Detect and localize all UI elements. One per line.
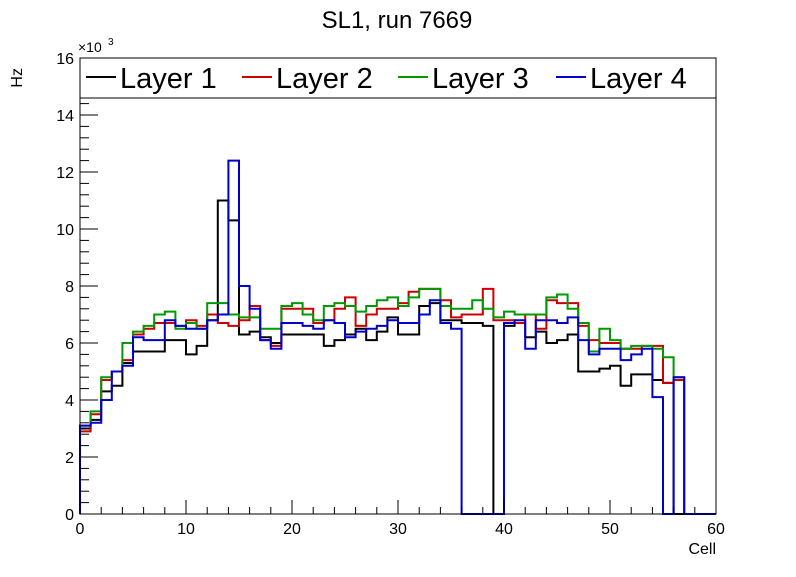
y-tick-label: 0 (65, 507, 74, 524)
y-tick-label: 16 (56, 51, 74, 68)
x-tick-label: 10 (177, 521, 195, 538)
plot-frame (79, 57, 717, 515)
legend-label-3: Layer 3 (432, 63, 529, 95)
series-line-4 (79, 159, 716, 515)
y-axis-multiplier-base: ×10 (78, 39, 102, 55)
series-line-3 (79, 287, 716, 515)
x-tick-label: 50 (601, 521, 619, 538)
legend-label-4: Layer 4 (590, 63, 687, 95)
chart-title: SL1, run 7669 (322, 7, 473, 34)
x-tick-label: 20 (283, 521, 301, 538)
x-tick-label: 60 (707, 521, 725, 538)
y-axis-multiplier: ×10 3 (78, 37, 114, 55)
y-tick-label: 10 (56, 222, 74, 239)
axis-ticks: 0 10 20 30 40 50 60 0 2 4 6 8 10 12 14 16 (56, 51, 725, 538)
x-tick-label: 0 (76, 521, 85, 538)
y-tick-label: 14 (56, 108, 74, 125)
legend: Layer 1 Layer 2 Layer 3 Layer 4 (79, 57, 717, 99)
y-tick-label: 6 (65, 336, 74, 353)
x-tick-label: 40 (495, 521, 513, 538)
y-axis-multiplier-exponent: 3 (108, 37, 114, 48)
series-group (79, 159, 716, 515)
series-line-1 (79, 199, 716, 515)
x-tick-label: 30 (389, 521, 407, 538)
y-tick-label: 12 (56, 165, 74, 182)
legend-label-2: Layer 2 (276, 63, 373, 95)
y-tick-label: 2 (65, 450, 74, 467)
y-tick-label: 4 (65, 393, 74, 410)
legend-label-1: Layer 1 (120, 63, 217, 95)
y-tick-label: 8 (65, 279, 74, 296)
y-axis-label: Hz (9, 68, 26, 88)
x-axis-label: Cell (688, 541, 716, 558)
